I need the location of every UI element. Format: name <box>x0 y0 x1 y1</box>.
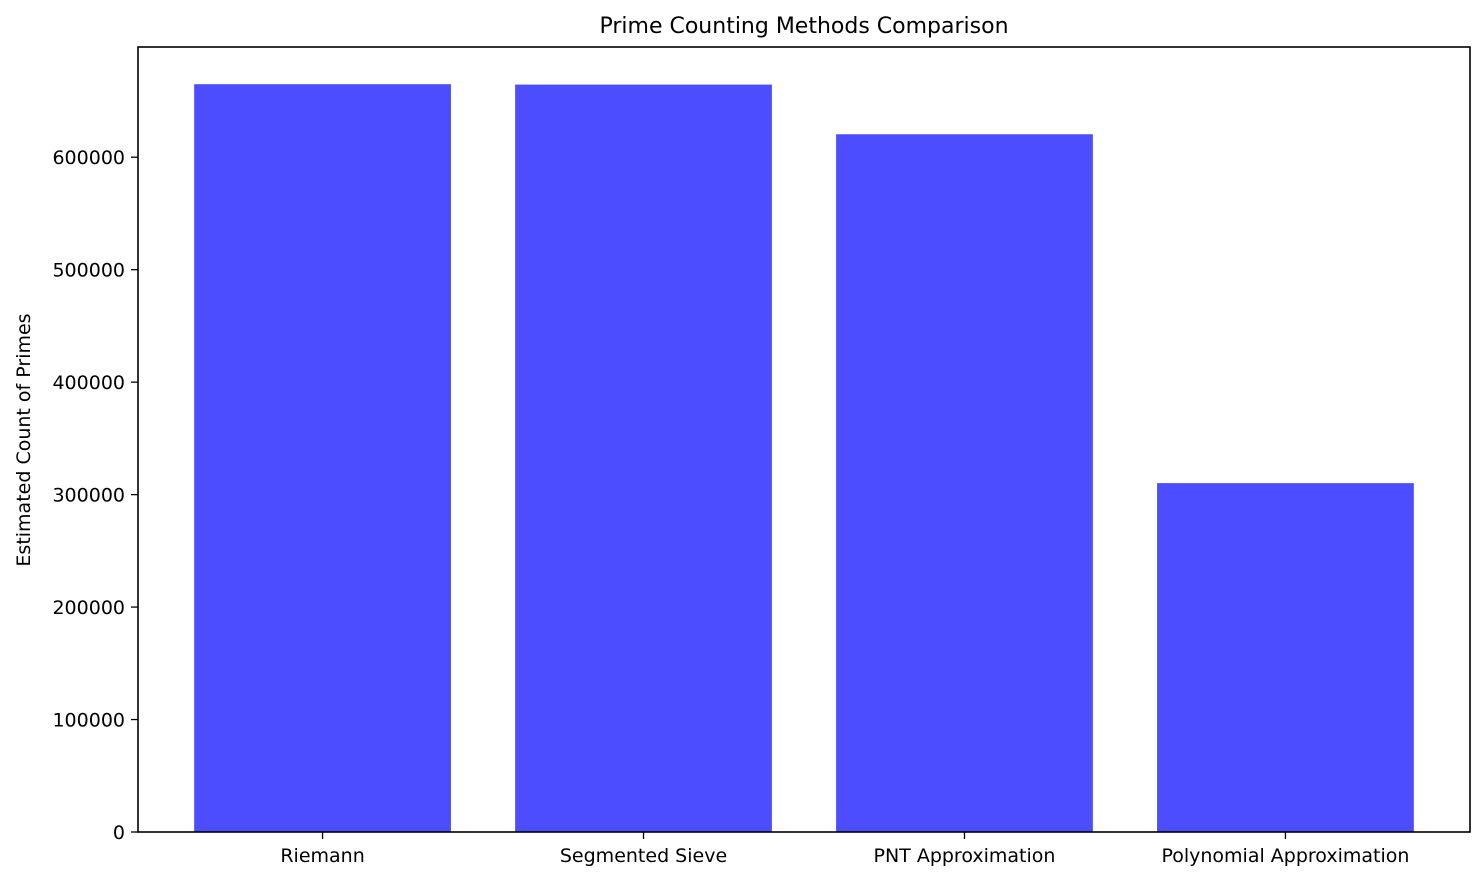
x-tick-label: PNT Approximation <box>874 845 1056 867</box>
x-tick-label: Segmented Sieve <box>560 845 727 867</box>
bars-group <box>194 84 1414 833</box>
bar-pnt-approximation <box>836 134 1093 832</box>
y-axis-ticks: 0 100000 200000 300000 400000 500000 600000 <box>52 147 138 844</box>
y-tick-label: 600000 <box>52 147 125 169</box>
y-tick-label: 400000 <box>52 372 125 394</box>
bar-segmented-sieve <box>515 84 772 833</box>
y-tick-label: 100000 <box>52 710 125 732</box>
y-tick-label: 300000 <box>52 485 125 507</box>
y-tick-label: 0 <box>113 822 125 844</box>
bar-riemann <box>194 84 451 832</box>
plot-frame <box>137 46 1471 833</box>
y-tick-label: 500000 <box>52 260 125 282</box>
chart-title: Prime Counting Methods Comparison <box>599 14 1008 39</box>
y-tick-label: 200000 <box>52 597 125 619</box>
x-axis-ticks: Riemann Segmented Sieve PNT Approximation P… <box>280 832 1409 867</box>
x-tick-label: Riemann <box>280 845 364 867</box>
y-axis-label: Estimated Count of Primes <box>13 313 35 566</box>
x-tick-label: Polynomial Approximation <box>1161 845 1409 867</box>
bar-polynomial-approximation <box>1157 483 1414 832</box>
